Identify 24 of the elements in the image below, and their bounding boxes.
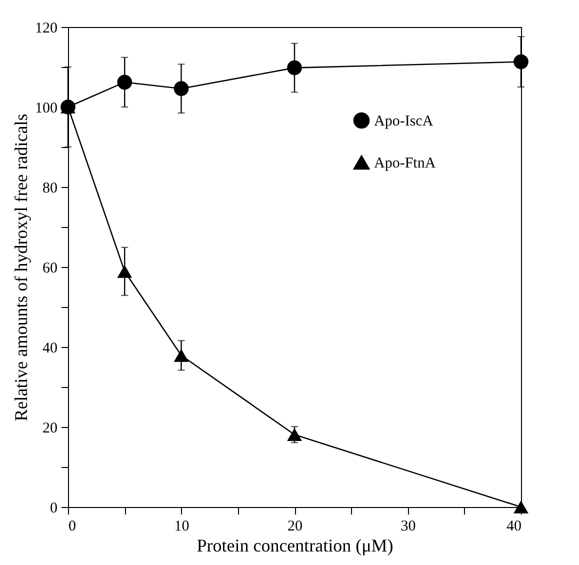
x-axis-title: Protein concentration (μM) [196, 536, 394, 556]
y-tick-label: 60 [42, 260, 58, 276]
x-tick-label: 0 [68, 518, 76, 534]
y-axis-title: Relative amounts of hydroxyl free radicals [11, 114, 31, 422]
point [287, 428, 302, 442]
y-tick-label: 40 [42, 340, 58, 356]
y-tick-label: 100 [35, 100, 58, 116]
point [514, 54, 528, 70]
y-tick-label: 0 [50, 500, 58, 516]
point [287, 60, 302, 76]
point [117, 264, 132, 278]
point [514, 500, 528, 514]
legend-label: Apo-IscA [374, 114, 434, 130]
legend-label: Apo-FtnA [374, 156, 436, 172]
y-tick-label: 80 [42, 180, 58, 196]
y-tick-label: 20 [42, 420, 58, 436]
x-tick-label: 40 [506, 518, 522, 534]
y-tick-label: 120 [35, 20, 58, 36]
point [117, 74, 132, 90]
point [174, 348, 189, 362]
point [174, 81, 189, 96]
x-tick-label: 20 [288, 518, 302, 534]
x-tick-label: 30 [400, 518, 416, 534]
x-tick-label: 10 [174, 518, 190, 534]
